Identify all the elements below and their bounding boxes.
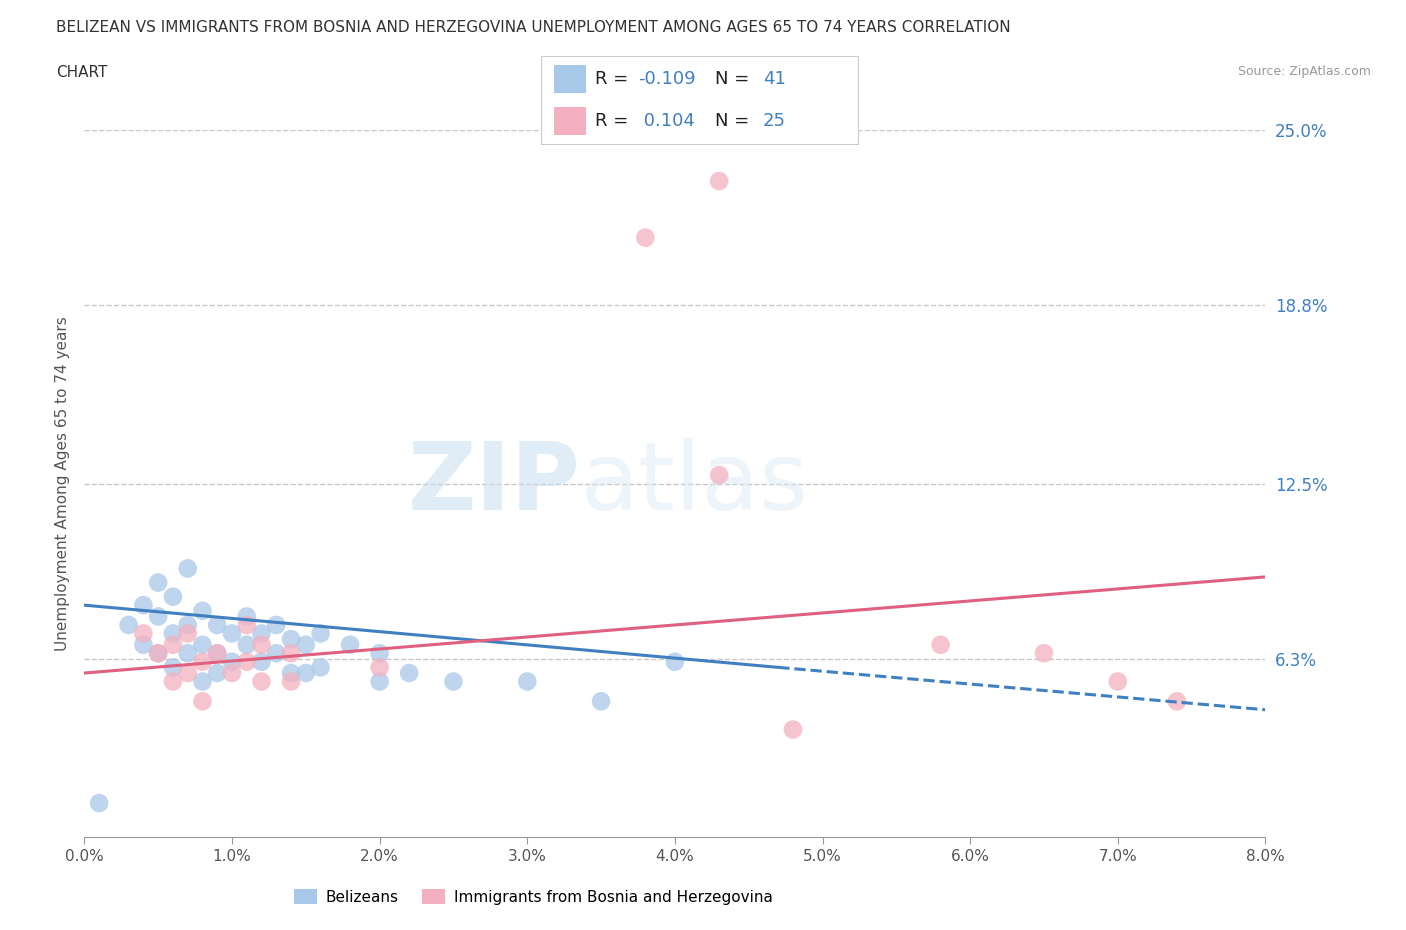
Point	[191, 655, 214, 670]
Text: 25: 25	[762, 113, 786, 130]
Point	[250, 626, 273, 641]
Point	[221, 655, 243, 670]
Text: atlas: atlas	[581, 438, 808, 529]
Point	[591, 694, 613, 709]
Point	[309, 660, 332, 675]
Point	[177, 561, 200, 576]
Point	[191, 674, 214, 689]
Y-axis label: Unemployment Among Ages 65 to 74 years: Unemployment Among Ages 65 to 74 years	[55, 316, 70, 651]
Point	[148, 645, 170, 660]
Point	[177, 618, 200, 632]
Text: 0.104: 0.104	[638, 113, 695, 130]
Point	[929, 637, 952, 652]
Point	[250, 655, 273, 670]
Point	[664, 655, 686, 670]
Point	[191, 694, 214, 709]
Point	[221, 626, 243, 641]
Point	[221, 666, 243, 681]
Point	[443, 674, 465, 689]
Text: Source: ZipAtlas.com: Source: ZipAtlas.com	[1237, 65, 1371, 78]
Point	[148, 645, 170, 660]
Point	[148, 609, 170, 624]
Text: CHART: CHART	[56, 65, 108, 80]
Text: N =: N =	[716, 113, 755, 130]
Point	[398, 666, 420, 681]
Point	[368, 645, 391, 660]
Point	[280, 645, 302, 660]
Point	[516, 674, 538, 689]
Legend: Belizeans, Immigrants from Bosnia and Herzegovina: Belizeans, Immigrants from Bosnia and He…	[288, 883, 779, 910]
Point	[162, 590, 184, 604]
Point	[235, 637, 259, 652]
Point	[162, 674, 184, 689]
Point	[782, 722, 804, 737]
Point	[709, 468, 731, 483]
Point	[368, 660, 391, 675]
Point	[709, 174, 731, 189]
Point	[205, 618, 228, 632]
Text: 41: 41	[762, 70, 786, 87]
Point	[280, 666, 302, 681]
Point	[295, 637, 318, 652]
Point	[250, 674, 273, 689]
Point	[191, 604, 214, 618]
Point	[264, 618, 288, 632]
Point	[132, 626, 155, 641]
Point	[191, 637, 214, 652]
Point	[118, 618, 141, 632]
Point	[280, 674, 302, 689]
Point	[162, 660, 184, 675]
Point	[132, 598, 155, 613]
Point	[235, 655, 259, 670]
Point	[205, 645, 228, 660]
Point	[205, 666, 228, 681]
Point	[1166, 694, 1188, 709]
Point	[1107, 674, 1129, 689]
Point	[280, 631, 302, 646]
Point	[235, 618, 259, 632]
Point	[177, 626, 200, 641]
Text: BELIZEAN VS IMMIGRANTS FROM BOSNIA AND HERZEGOVINA UNEMPLOYMENT AMONG AGES 65 TO: BELIZEAN VS IMMIGRANTS FROM BOSNIA AND H…	[56, 20, 1011, 35]
Text: R =: R =	[595, 113, 634, 130]
Text: -0.109: -0.109	[638, 70, 696, 87]
Point	[309, 626, 332, 641]
Point	[162, 637, 184, 652]
Point	[634, 231, 657, 246]
Point	[162, 626, 184, 641]
Point	[235, 609, 259, 624]
Point	[177, 666, 200, 681]
Bar	[554, 65, 586, 93]
Point	[295, 666, 318, 681]
Text: N =: N =	[716, 70, 755, 87]
Point	[205, 645, 228, 660]
Text: R =: R =	[595, 70, 634, 87]
Bar	[554, 107, 586, 136]
Point	[148, 575, 170, 590]
Point	[177, 645, 200, 660]
Point	[250, 637, 273, 652]
Point	[368, 674, 391, 689]
Point	[87, 796, 111, 811]
Point	[264, 645, 288, 660]
Point	[339, 637, 361, 652]
Text: ZIP: ZIP	[408, 438, 581, 529]
Point	[132, 637, 155, 652]
Point	[1032, 645, 1054, 660]
